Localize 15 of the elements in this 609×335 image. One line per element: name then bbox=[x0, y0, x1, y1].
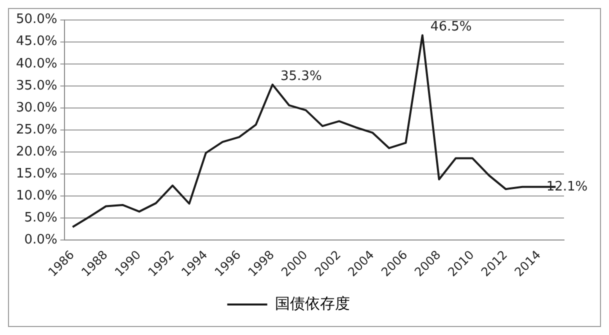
y-tick-label: 20.0% bbox=[16, 144, 58, 160]
y-tick-label: 5.0% bbox=[24, 210, 58, 226]
y-tick-label: 15.0% bbox=[16, 166, 58, 182]
y-tick-label: 40.0% bbox=[16, 56, 58, 72]
data-label: 12.1% bbox=[546, 179, 588, 194]
y-tick-label: 35.0% bbox=[16, 78, 58, 94]
y-tick-label: 45.0% bbox=[16, 34, 58, 50]
legend-label: 国债依存度 bbox=[274, 294, 350, 312]
y-tick-label: 0.0% bbox=[24, 232, 58, 248]
y-tick-label: 10.0% bbox=[16, 188, 58, 204]
y-tick-label: 30.0% bbox=[16, 100, 58, 116]
data-label: 46.5% bbox=[430, 20, 472, 35]
data-label: 35.3% bbox=[280, 68, 322, 84]
y-tick-label: 25.0% bbox=[16, 122, 58, 138]
y-tick-label: 50.0% bbox=[16, 12, 58, 28]
